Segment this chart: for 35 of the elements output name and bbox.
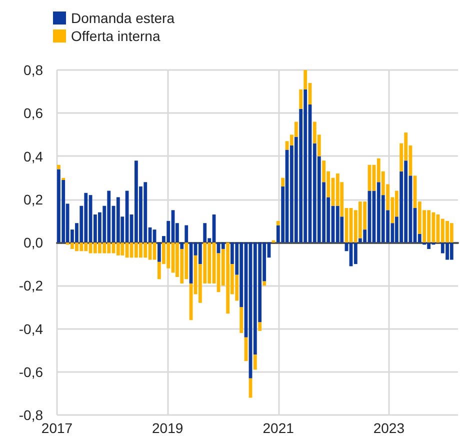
y-tick-label: -0,8: [18, 407, 44, 423]
bar: [116, 197, 120, 242]
bar: [198, 242, 202, 264]
bar: [262, 281, 266, 286]
bar: [57, 164, 60, 170]
x-tick-label: 2019: [152, 420, 184, 436]
bar: [116, 242, 120, 256]
y-tick-label: -0,4: [18, 320, 44, 337]
bar: [203, 223, 207, 242]
y-tick-label: -0,6: [18, 364, 44, 380]
bar: [120, 242, 124, 256]
bar: [180, 242, 184, 249]
y-tick-label: 0,8: [24, 62, 44, 78]
legend-label: Offerta interna: [71, 28, 160, 44]
bar: [157, 242, 161, 262]
bar: [450, 242, 454, 260]
bar: [253, 354, 257, 370]
y-tick-label: 0,4: [24, 148, 44, 164]
bar: [281, 178, 285, 186]
bar: [184, 225, 188, 242]
bar: [299, 89, 303, 109]
x-tick-label: 2017: [41, 420, 73, 436]
x-tick-label: 2021: [262, 420, 294, 436]
y-tick-label: 0,6: [24, 105, 44, 122]
x-tick-label: 2023: [373, 420, 405, 436]
bar: [276, 220, 280, 226]
y-tick-label: -0,2: [18, 278, 44, 294]
y-tick-label: 0,2: [24, 191, 44, 208]
bar: [240, 307, 244, 334]
bar: [450, 223, 454, 242]
bar: [336, 206, 340, 242]
bar: [258, 322, 262, 331]
y-tick-label: 0,0: [24, 234, 44, 250]
legend-label: Domanda estera: [71, 10, 175, 26]
bar: [354, 242, 358, 264]
